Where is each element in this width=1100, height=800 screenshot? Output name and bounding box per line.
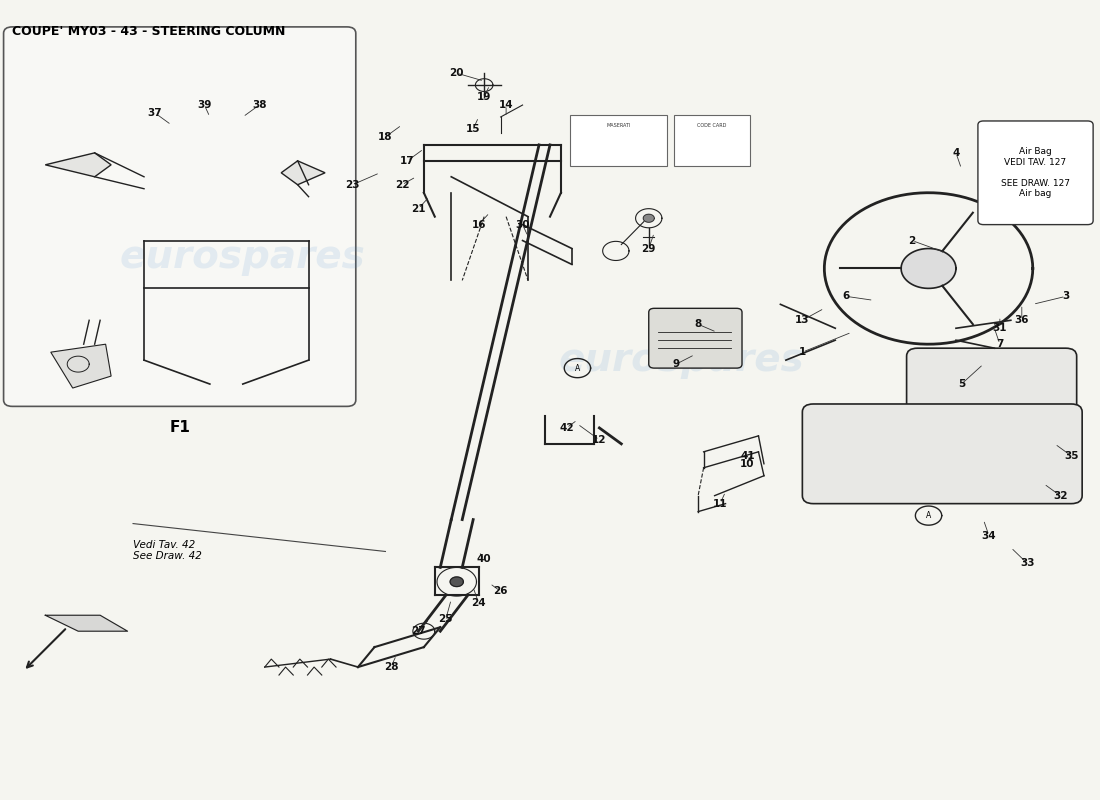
- Text: 5: 5: [958, 379, 965, 389]
- Text: 10: 10: [740, 458, 755, 469]
- Text: COUPE' MY03 - 43 - STEERING COLUMN: COUPE' MY03 - 43 - STEERING COLUMN: [12, 26, 286, 38]
- Text: CODE CARD: CODE CARD: [697, 122, 726, 127]
- Text: Air Bag
VEDI TAV. 127

SEE DRAW. 127
Air bag: Air Bag VEDI TAV. 127 SEE DRAW. 127 Air …: [1001, 147, 1070, 198]
- Text: 34: 34: [981, 530, 997, 541]
- Text: F1: F1: [169, 420, 190, 435]
- Text: 20: 20: [450, 68, 464, 78]
- Text: 12: 12: [592, 435, 606, 445]
- Text: 15: 15: [466, 124, 481, 134]
- Text: 29: 29: [641, 243, 656, 254]
- FancyBboxPatch shape: [802, 404, 1082, 504]
- Text: 2: 2: [909, 235, 915, 246]
- Text: 33: 33: [1020, 558, 1034, 569]
- Text: MASERATI: MASERATI: [606, 122, 630, 127]
- Text: 9: 9: [672, 359, 680, 369]
- FancyBboxPatch shape: [978, 121, 1093, 225]
- Text: 27: 27: [411, 626, 426, 636]
- Text: 42: 42: [559, 423, 574, 433]
- Polygon shape: [901, 249, 956, 288]
- Text: 7: 7: [997, 339, 1003, 349]
- Polygon shape: [45, 615, 128, 631]
- Polygon shape: [644, 214, 654, 222]
- Text: 28: 28: [384, 662, 398, 672]
- Text: 40: 40: [477, 554, 492, 565]
- Text: 26: 26: [494, 586, 508, 596]
- Text: 39: 39: [197, 100, 211, 110]
- Text: 22: 22: [395, 180, 409, 190]
- Text: A: A: [926, 511, 932, 520]
- Polygon shape: [45, 153, 111, 177]
- Text: eurospares: eurospares: [559, 341, 804, 379]
- Text: 23: 23: [345, 180, 360, 190]
- Text: 3: 3: [1063, 291, 1069, 302]
- Text: A: A: [575, 364, 580, 373]
- Polygon shape: [450, 577, 463, 586]
- Text: 36: 36: [1014, 315, 1030, 326]
- FancyBboxPatch shape: [649, 308, 743, 368]
- Text: 38: 38: [252, 100, 266, 110]
- Text: 17: 17: [400, 156, 415, 166]
- Polygon shape: [51, 344, 111, 388]
- FancyBboxPatch shape: [674, 115, 750, 166]
- Text: 30: 30: [515, 220, 530, 230]
- Text: 8: 8: [694, 319, 702, 330]
- Text: 19: 19: [477, 92, 492, 102]
- FancyBboxPatch shape: [570, 115, 668, 166]
- Text: 18: 18: [378, 132, 393, 142]
- Text: 35: 35: [1064, 451, 1078, 461]
- FancyBboxPatch shape: [906, 348, 1077, 420]
- Text: 37: 37: [147, 108, 163, 118]
- Text: 16: 16: [472, 220, 486, 230]
- Text: 6: 6: [843, 291, 850, 302]
- Text: 31: 31: [992, 323, 1008, 334]
- Text: 32: 32: [1053, 490, 1067, 501]
- Text: 1: 1: [799, 347, 806, 357]
- Text: eurospares: eurospares: [120, 238, 365, 275]
- Polygon shape: [282, 161, 326, 185]
- Text: 21: 21: [411, 204, 426, 214]
- Text: 41: 41: [740, 451, 755, 461]
- Text: 24: 24: [472, 598, 486, 608]
- FancyBboxPatch shape: [3, 27, 355, 406]
- Text: 25: 25: [439, 614, 453, 624]
- Text: Vedi Tav. 42
See Draw. 42: Vedi Tav. 42 See Draw. 42: [133, 539, 202, 561]
- Text: 11: 11: [713, 498, 727, 509]
- Text: 13: 13: [795, 315, 810, 326]
- Text: 14: 14: [498, 100, 514, 110]
- Text: 4: 4: [953, 148, 959, 158]
